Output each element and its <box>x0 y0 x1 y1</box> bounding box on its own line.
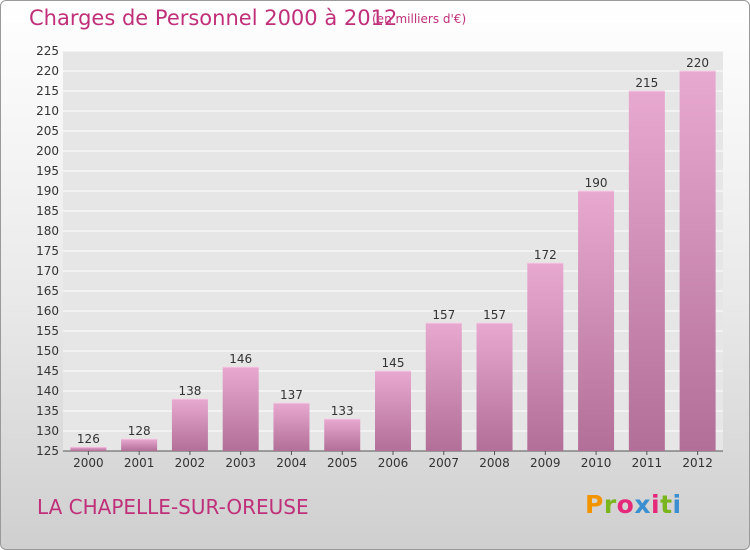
bar <box>70 447 107 451</box>
data-label: 215 <box>635 76 658 90</box>
y-tick-label: 175 <box>36 244 59 258</box>
bar <box>273 403 310 451</box>
y-tick-label: 210 <box>36 104 59 118</box>
logo-letter: P <box>585 490 604 519</box>
proxiti-logo[interactable]: Proxiti <box>585 490 682 519</box>
data-label: 128 <box>128 424 151 438</box>
x-tick-label: 2011 <box>632 456 663 470</box>
chart-title: Charges de Personnel 2000 à 2012 <box>29 6 398 30</box>
data-label: 138 <box>178 384 201 398</box>
data-label: 157 <box>432 308 455 322</box>
data-label: 137 <box>280 388 303 402</box>
y-tick-label: 165 <box>36 284 59 298</box>
logo-letter: x <box>634 490 651 519</box>
x-tick-label: 2009 <box>530 456 561 470</box>
y-tick-label: 170 <box>36 264 59 278</box>
bar <box>324 419 361 451</box>
bar <box>476 323 513 451</box>
data-label: 157 <box>483 308 506 322</box>
y-tick-label: 125 <box>36 444 59 458</box>
y-tick-label: 185 <box>36 204 59 218</box>
x-tick-label: 2007 <box>428 456 459 470</box>
bar <box>679 71 716 451</box>
bar <box>171 399 208 451</box>
bar <box>222 367 259 451</box>
bar <box>121 439 158 451</box>
data-label: 146 <box>229 352 252 366</box>
y-tick-label: 180 <box>36 224 59 238</box>
bar <box>578 191 615 451</box>
data-label: 220 <box>686 56 709 70</box>
x-tick-label: 2001 <box>124 456 155 470</box>
chart-subtitle: (en milliers d'€) <box>372 12 467 26</box>
y-tick-label: 130 <box>36 424 59 438</box>
y-tick-label: 225 <box>36 44 59 58</box>
x-tick-label: 2008 <box>479 456 510 470</box>
x-tick-label: 2010 <box>581 456 612 470</box>
y-tick-label: 155 <box>36 324 59 338</box>
y-tick-label: 195 <box>36 164 59 178</box>
y-tick-label: 200 <box>36 144 59 158</box>
logo-letter: i <box>651 490 661 519</box>
bar <box>425 323 462 451</box>
data-label: 126 <box>77 432 100 446</box>
x-tick-label: 2012 <box>682 456 713 470</box>
logo-letter: i <box>672 490 682 519</box>
data-label: 190 <box>585 176 608 190</box>
logo-letter: t <box>660 490 673 519</box>
x-tick-label: 2002 <box>175 456 206 470</box>
data-label: 145 <box>382 356 405 370</box>
x-tick-label: 2000 <box>73 456 104 470</box>
y-tick-label: 190 <box>36 184 59 198</box>
x-tick-label: 2006 <box>378 456 409 470</box>
logo-letter: o <box>616 490 635 519</box>
commune-name: LA CHAPELLE-SUR-OREUSE <box>37 495 309 519</box>
bar <box>628 91 665 451</box>
y-tick-label: 220 <box>36 64 59 78</box>
x-tick-label: 2003 <box>225 456 256 470</box>
y-tick-label: 160 <box>36 304 59 318</box>
bar <box>375 371 411 451</box>
x-tick-label: 2004 <box>276 456 307 470</box>
logo-letter: r <box>603 490 617 519</box>
y-tick-label: 145 <box>36 364 59 378</box>
data-label: 172 <box>534 248 557 262</box>
bar <box>527 263 564 451</box>
y-tick-label: 205 <box>36 124 59 138</box>
y-tick-label: 150 <box>36 344 59 358</box>
x-tick-label: 2005 <box>327 456 358 470</box>
y-tick-label: 135 <box>36 404 59 418</box>
y-tick-label: 215 <box>36 84 59 98</box>
data-label: 133 <box>331 404 354 418</box>
y-tick-label: 140 <box>36 384 59 398</box>
